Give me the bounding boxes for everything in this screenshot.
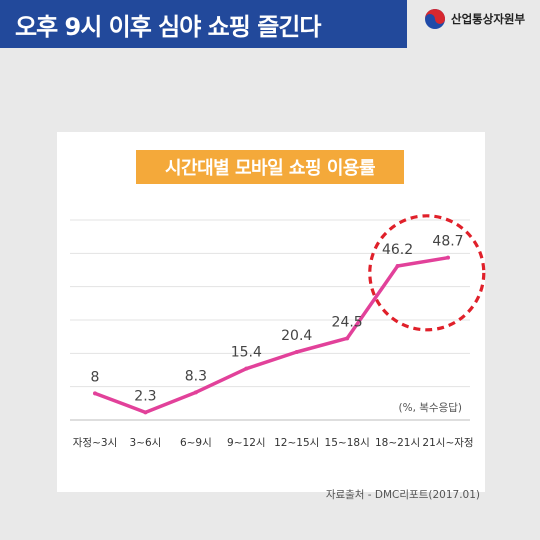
data-label: 20.4 (281, 328, 312, 344)
data-point (143, 410, 148, 415)
unit-note: (%, 복수응답) (398, 402, 463, 414)
data-label: 8.3 (185, 368, 207, 384)
source-note: 자료출처 - DMC리포트(2017.01) (325, 489, 480, 501)
data-label: 2.3 (134, 388, 156, 404)
x-tick-label: 자정~3시 (73, 437, 117, 449)
x-tick-label: 12~15시 (274, 437, 319, 449)
taegeuk-icon (425, 9, 445, 29)
data-point (193, 390, 198, 395)
ministry-name: 산업통상자원부 (451, 12, 526, 26)
x-tick-label: 6~9시 (180, 437, 212, 449)
page-title: 오후 9시 이후 심야 쇼핑 즐긴다 (0, 0, 407, 48)
page-title-text: 오후 9시 이후 심야 쇼핑 즐긴다 (15, 12, 321, 41)
x-tick-label: 15~18시 (325, 437, 370, 449)
data-label: 24.5 (332, 314, 363, 330)
data-label: 15.4 (231, 345, 262, 361)
highlight-circle (368, 214, 486, 332)
data-label: 46.2 (382, 242, 413, 258)
ministry-logo: 산업통상자원부 (424, 8, 525, 30)
x-tick-label: 3~6시 (130, 437, 162, 449)
data-point (244, 366, 249, 371)
x-tick-label: 9~12시 (227, 437, 266, 449)
data-label: 48.7 (432, 234, 463, 250)
data-point (93, 391, 97, 396)
data-point (446, 255, 450, 260)
data-point (294, 350, 299, 354)
data-point (345, 336, 350, 341)
chart-title: 시간대별 모바일 쇼핑 이용률 (136, 150, 404, 184)
x-tick-label: 21시~자정 (422, 437, 473, 449)
data-label: 8 (91, 369, 100, 385)
x-tick-label: 18~21시 (375, 437, 420, 449)
chart-card (57, 132, 485, 492)
series-line (93, 255, 450, 415)
data-point (395, 264, 400, 268)
chart-title-text: 시간대별 모바일 쇼핑 이용률 (164, 158, 376, 179)
